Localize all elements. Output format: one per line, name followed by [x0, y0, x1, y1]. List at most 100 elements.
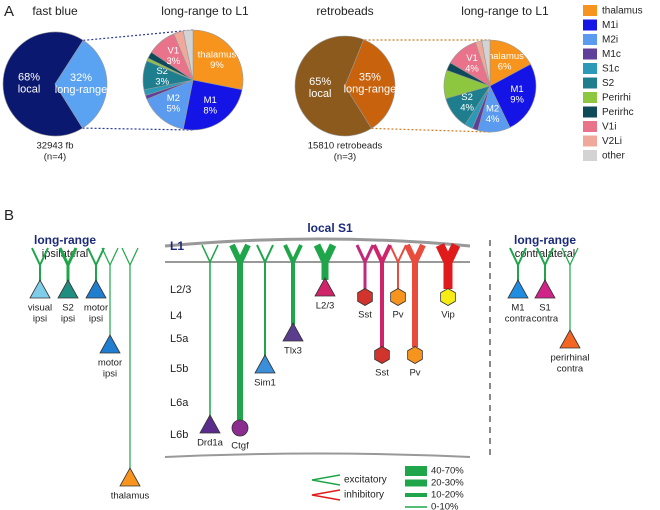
legend-label: S1c	[602, 64, 619, 75]
dendrite-tuft	[355, 244, 375, 264]
cell-label: contra	[557, 364, 584, 375]
soma	[85, 279, 107, 299]
slice-label: 3%	[166, 56, 180, 67]
legend-label: M2i	[602, 35, 618, 46]
slice-label: M1	[204, 95, 217, 106]
key-symbol	[311, 489, 341, 501]
legend-label: Perirhc	[602, 107, 634, 118]
slice-label: M2	[167, 93, 180, 104]
slice-label: 9%	[210, 60, 224, 71]
soma	[282, 322, 304, 342]
dendrite-tuft	[536, 247, 554, 266]
soma	[374, 346, 390, 364]
soma	[534, 279, 556, 299]
layer-label: L5b	[170, 363, 188, 375]
pie-slice	[192, 29, 244, 91]
pie-slice	[481, 39, 491, 87]
pie-slice	[2, 31, 84, 137]
legend-label: Perirhi	[602, 93, 631, 104]
legend-label: M1c	[602, 49, 621, 60]
soma	[199, 414, 221, 434]
legend-swatch	[583, 135, 597, 147]
slice-label: 6%	[498, 61, 512, 72]
soma	[559, 329, 581, 349]
legend-swatch	[583, 34, 597, 45]
pie-slice	[489, 39, 531, 87]
slice-label: 3%	[155, 77, 169, 88]
cell-label: contra	[532, 314, 559, 325]
cell-label: contra	[505, 314, 532, 325]
layer-label: L6b	[170, 429, 188, 441]
legend-swatch	[583, 106, 597, 118]
soma	[440, 288, 456, 306]
key-label: 0-10%	[431, 502, 459, 510]
key-bar	[405, 479, 427, 487]
cell-label: Vip	[441, 310, 455, 321]
layer-label: L6a	[170, 397, 189, 409]
pie-slice	[294, 35, 372, 137]
layer-label: L4	[170, 310, 182, 322]
slice-label: S2	[461, 92, 473, 103]
slice-label: V1	[168, 45, 180, 56]
local-title: local S1	[307, 221, 353, 235]
soma	[231, 419, 249, 437]
soma	[29, 279, 51, 299]
cell-label: Pv	[409, 368, 420, 379]
pie-slice	[146, 79, 194, 130]
soma	[119, 467, 141, 487]
cell-label: visual	[28, 303, 52, 314]
legend-label: M1i	[602, 20, 618, 31]
cell-label: ipsi	[61, 314, 75, 325]
connector	[371, 127, 491, 133]
slice-label: 4%	[465, 64, 479, 75]
slice-label: 35%	[359, 72, 381, 84]
pie-slice	[54, 39, 108, 129]
key-label: 10-20%	[431, 490, 464, 501]
key-label: 40-70%	[431, 466, 464, 477]
dendrite-tuft	[201, 244, 219, 263]
legend-swatch	[583, 48, 597, 60]
pie-caption: 15810 retrobeads	[308, 141, 383, 152]
cell-label: motor	[84, 303, 108, 314]
slice-label: 32%	[70, 72, 92, 84]
legend-label: other	[602, 151, 625, 162]
slice-label: long-range	[55, 84, 108, 96]
layer-label: L1	[170, 239, 184, 253]
dendrite-tuft	[121, 247, 139, 266]
cell-label: L2/3	[316, 301, 335, 312]
ipsi-subtitle: ipsilateral	[42, 248, 88, 260]
ipsi-title: long-range	[34, 233, 96, 247]
pie-slice	[182, 79, 243, 131]
soma	[407, 346, 423, 364]
legend-swatch	[583, 150, 597, 161]
slice-label: 4%	[460, 103, 474, 114]
dendrite-tuft	[87, 247, 105, 266]
soma	[314, 277, 336, 297]
dendrite-tuft	[561, 247, 579, 266]
cell-label: S1	[539, 303, 551, 314]
cell-label: thalamus	[111, 491, 150, 502]
slice-label: 65%	[309, 76, 331, 88]
pie-title: retrobeads	[316, 4, 373, 18]
pia-line	[164, 237, 471, 248]
soma	[99, 334, 121, 354]
cell-label: Sim1	[254, 378, 276, 389]
cell-label: Sst	[375, 368, 389, 379]
dendrite-tuft	[404, 243, 426, 265]
slice-label: 4%	[486, 114, 500, 125]
legend-swatch	[583, 63, 597, 74]
dendrite-tuft	[256, 244, 274, 263]
soma	[507, 279, 529, 299]
key-label: inhibitory	[344, 490, 384, 501]
cell-label: Ctgf	[231, 441, 249, 452]
cell-label: Pv	[392, 310, 403, 321]
soma	[390, 288, 406, 306]
cell-label: ipsi	[103, 369, 117, 380]
legend-label: V2Li	[602, 136, 622, 147]
dendrite-tuft	[283, 244, 303, 264]
slice-label: 8%	[203, 106, 217, 117]
legend-swatch	[583, 5, 597, 16]
dendrite-tuft	[229, 243, 251, 265]
cell-label: ipsi	[89, 314, 103, 325]
